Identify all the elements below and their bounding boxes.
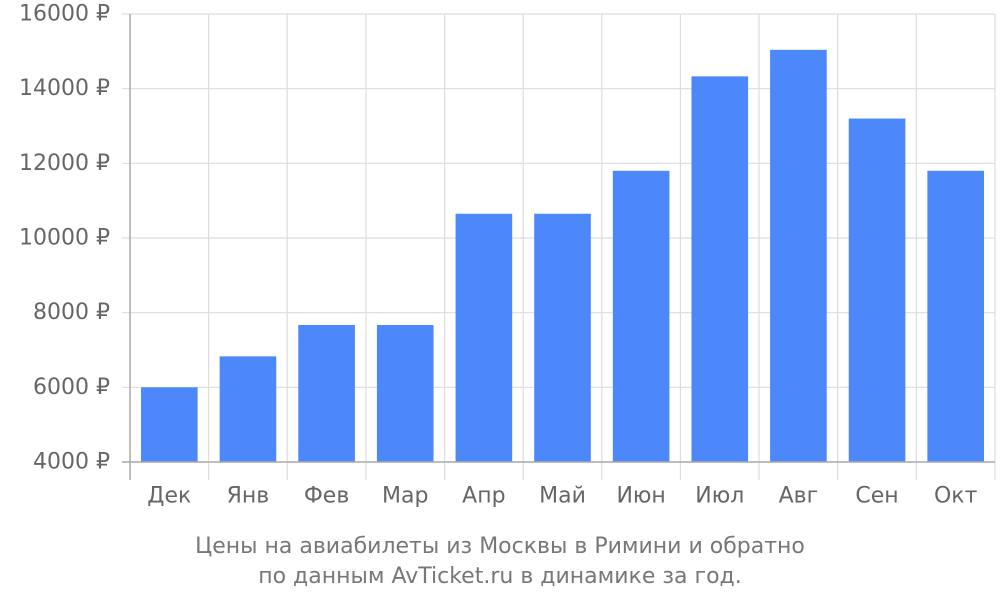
- y-tick-labels: 4000 ₽ 6000 ₽ 8000 ₽ 10000 ₽ 12000 ₽ 14000 ₽ 1…: [19, 2, 110, 475]
- bar: [927, 170, 984, 463]
- bar: [534, 213, 591, 462]
- y-tick-label: 8000 ₽: [33, 300, 110, 325]
- x-tick-label: Май: [539, 484, 586, 509]
- x-tick-label: Апр: [462, 484, 505, 509]
- bar: [376, 324, 434, 462]
- chart-caption-line-2: по данным AvTicket.ru в динамике за год.: [258, 564, 742, 589]
- y-tick-label: 16000 ₽: [19, 2, 110, 27]
- bar: [219, 356, 277, 462]
- x-tick-label: Авг: [779, 484, 819, 509]
- x-tick-label: Дек: [147, 484, 191, 509]
- x-tick-labels: Дек Янв Фев Мар Апр Май Июн Июл Авг Сен Окт: [147, 484, 977, 509]
- x-tick-label: Фев: [304, 484, 349, 509]
- x-tick-label: Июл: [695, 484, 744, 509]
- bar: [141, 387, 198, 462]
- grid-lines: [122, 13, 996, 463]
- y-tick-label: 14000 ₽: [19, 76, 110, 101]
- bar: [770, 49, 827, 463]
- y-tick-label: 10000 ₽: [19, 226, 110, 251]
- bar: [612, 170, 670, 463]
- y-tick-label: 4000 ₽: [33, 450, 110, 475]
- bar: [691, 76, 749, 462]
- x-tick-label: Июн: [616, 484, 665, 509]
- x-tick-label: Сен: [855, 484, 898, 509]
- chart-caption-line-1: Цены на авиабилеты из Москвы в Римини и …: [195, 534, 805, 559]
- bars: [141, 49, 984, 463]
- bar: [455, 213, 513, 462]
- y-tick-label: 6000 ₽: [33, 375, 110, 400]
- x-tick-label: Янв: [227, 484, 270, 509]
- y-tick-label: 12000 ₽: [19, 151, 110, 176]
- bar: [848, 118, 906, 463]
- axes: [122, 14, 996, 480]
- x-tick-label: Мар: [382, 484, 428, 509]
- x-tick-label: Окт: [934, 484, 978, 509]
- bar: [298, 324, 355, 462]
